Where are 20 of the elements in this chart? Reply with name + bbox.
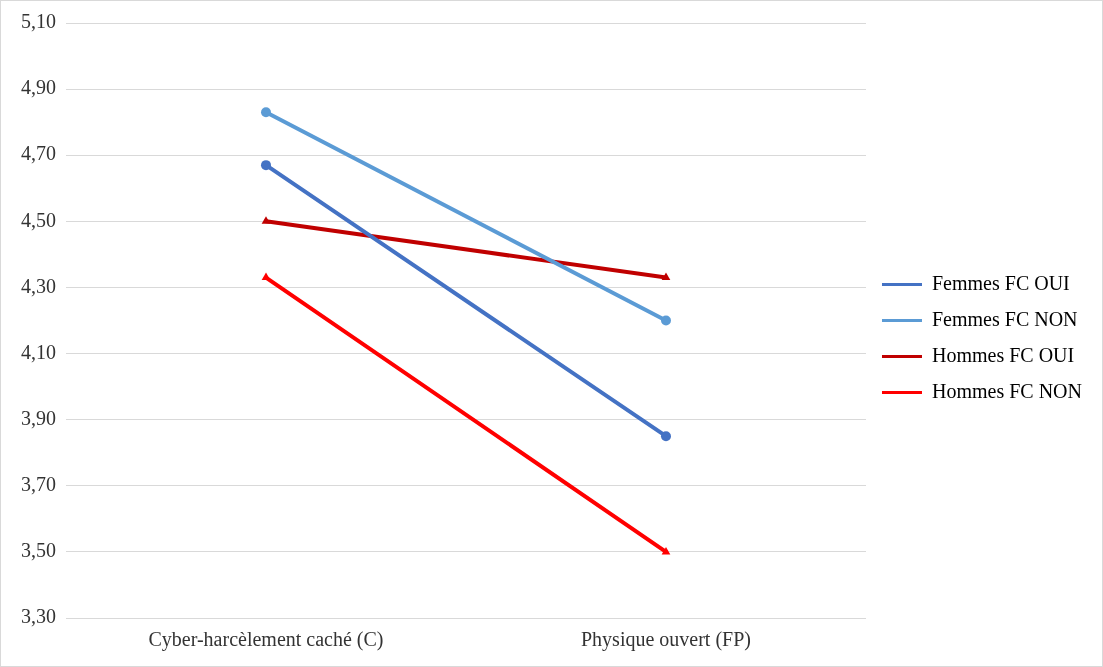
x-tick-label: Physique ouvert (FP) xyxy=(580,628,751,652)
y-tick-label: 4,50 xyxy=(21,208,56,231)
y-tick-label: 4,10 xyxy=(21,340,56,363)
y-tick-label: 4,70 xyxy=(21,142,56,165)
y-tick-label: 5,10 xyxy=(21,10,56,33)
legend-label: Femmes FC OUI xyxy=(931,271,1070,294)
y-tick-label: 3,30 xyxy=(21,605,56,628)
point xyxy=(660,431,671,442)
y-tick-label: 3,50 xyxy=(21,539,56,562)
y-tick-label: 4,30 xyxy=(21,274,56,297)
legend-label: Hommes FC NON xyxy=(931,379,1083,402)
x-tick-label: Cyber-harcèlement caché (C) xyxy=(148,628,384,652)
legend-label: Femmes FC NON xyxy=(931,307,1078,330)
y-tick-label: 3,70 xyxy=(21,473,56,496)
point xyxy=(261,107,271,118)
point xyxy=(660,315,671,326)
y-tick-label: 3,90 xyxy=(21,406,56,429)
point xyxy=(261,160,271,171)
y-tick-label: 4,90 xyxy=(21,76,56,99)
legend-label: Hommes FC OUI xyxy=(931,343,1075,366)
